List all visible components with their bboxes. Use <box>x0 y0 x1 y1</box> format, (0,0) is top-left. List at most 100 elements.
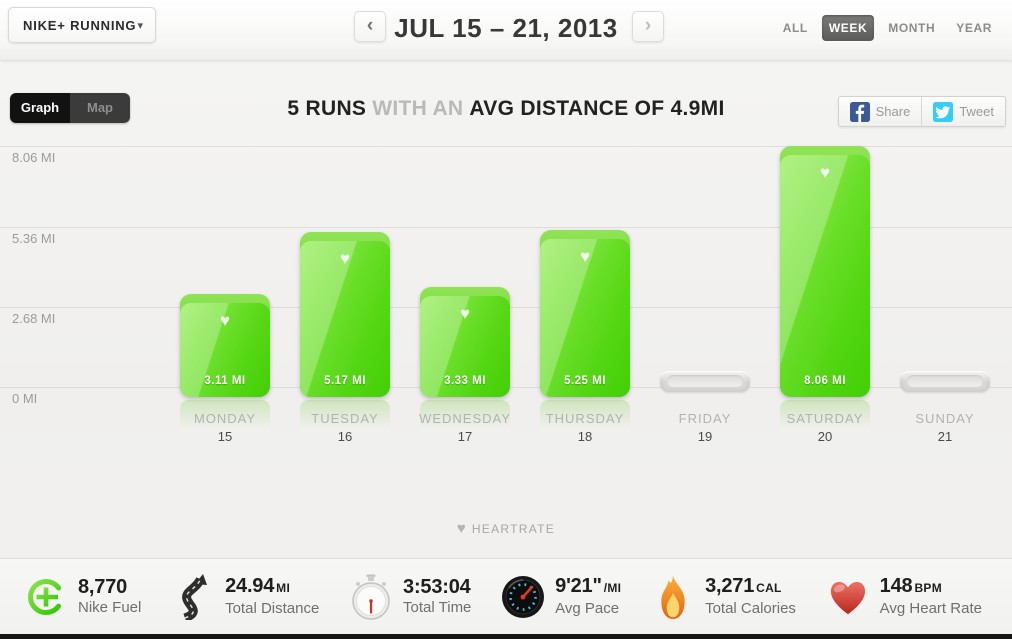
road-icon <box>171 573 215 620</box>
day-name: WEDNESDAY <box>419 411 511 426</box>
stat-nike-fuel: 8,770 Nike Fuel <box>24 574 141 620</box>
chart-legend: ♥ HEARTRATE <box>0 520 1012 538</box>
headline-avg-distance: AVG DISTANCE OF 4.9MI <box>469 97 725 120</box>
stat-avg-heart-rate: 148 BPM Avg Heart Rate <box>826 574 982 620</box>
range-tab-all[interactable]: ALL <box>782 21 808 35</box>
day-number: 17 <box>457 429 473 444</box>
bar-value-label: 5.17 MI <box>324 375 366 387</box>
stat-value-number: 3:53:04 <box>403 576 471 598</box>
view-tab-graph[interactable]: Graph <box>10 93 70 123</box>
stats-bar: 8,770 Nike Fuel 24.94 MI Total Distance 3:53:… <box>0 558 1012 634</box>
stat-text: 3:53:04 Total Time <box>403 576 472 617</box>
stat-unit: BPM <box>914 581 943 595</box>
heartrate-icon: ♥ <box>819 163 831 182</box>
bar-gloss <box>780 155 870 397</box>
heartrate-legend-icon: ♥ <box>456 520 466 538</box>
run-bar[interactable]: ♥ 8.06 MI <box>780 146 870 397</box>
day-column-saturday: ♥ 8.06 MI SATURDAY 20 <box>765 140 885 470</box>
day-number: 21 <box>937 429 953 444</box>
stat-label: Total Distance <box>225 600 320 617</box>
heart-icon <box>826 574 870 620</box>
stat-value-number: 8,770 <box>78 576 128 598</box>
stat-avg-pace: 9'21"/MI Avg Pace <box>501 574 621 620</box>
chevron-right-icon: › <box>644 15 652 36</box>
bar-reflection <box>420 400 510 432</box>
bar-value-label: 3.11 MI <box>204 375 246 387</box>
stat-label: Avg Heart Rate <box>879 600 982 617</box>
stat-text: 148 BPM Avg Heart Rate <box>879 576 982 618</box>
view-tab-map[interactable]: Map <box>70 93 130 123</box>
run-bar[interactable]: ♥ 5.17 MI <box>300 232 390 397</box>
app-selector-label: NIKE+ RUNNING <box>23 17 137 33</box>
stopwatch-icon <box>349 574 393 620</box>
bar-value-label: 3.33 MI <box>444 375 486 387</box>
day-label: MONDAY 15 <box>165 411 285 444</box>
bar-value-label: 5.25 MI <box>564 375 606 387</box>
stat-value-number: 148 <box>879 575 913 597</box>
facebook-icon <box>849 101 870 122</box>
heartrate-icon: ♥ <box>579 247 591 266</box>
stat-value: 9'21"/MI <box>555 576 621 599</box>
day-label: THURSDAY 18 <box>525 411 645 444</box>
no-run-marker <box>660 371 750 392</box>
y-axis-label: 2.68 MI <box>12 311 56 326</box>
heartrate-icon: ♥ <box>219 311 231 330</box>
run-bar[interactable]: ♥ 3.33 MI <box>420 287 510 397</box>
stat-text: 8,770 Nike Fuel <box>78 577 142 617</box>
bar-gloss <box>180 303 270 397</box>
y-axis-label: 8.06 MI <box>12 150 56 165</box>
bar-reflection <box>180 400 270 432</box>
day-number: 19 <box>697 429 713 444</box>
stat-value-number: 3,271 <box>705 575 755 597</box>
bar-gloss <box>300 241 390 397</box>
range-tabs: ALL WEEK MONTH YEAR <box>776 15 999 41</box>
prev-week-button[interactable]: ‹ <box>354 11 386 42</box>
date-range-title: JUL 15 – 21, 2013 <box>394 13 618 43</box>
day-column-thursday: ♥ 5.25 MI THURSDAY 18 <box>525 140 645 470</box>
day-name: THURSDAY <box>545 411 625 426</box>
footer-strip <box>0 634 1012 639</box>
stat-label: Nike Fuel <box>78 599 142 616</box>
chevron-left-icon: ‹ <box>366 15 374 36</box>
run-bar[interactable]: ♥ 3.11 MI <box>180 294 270 397</box>
range-tab-week[interactable]: WEEK <box>821 15 875 41</box>
range-tab-year[interactable]: YEAR <box>956 21 992 35</box>
day-column-tuesday: ♥ 5.17 MI TUESDAY 16 <box>285 140 405 470</box>
stat-text: 3,271 CAL Total Calories <box>705 576 796 618</box>
stat-label: Total Calories <box>705 600 796 617</box>
day-label: SUNDAY 21 <box>885 411 1005 444</box>
stat-label: Total Time <box>403 599 472 616</box>
stat-unit: /MI <box>603 581 622 595</box>
day-name: SATURDAY <box>786 411 864 426</box>
stat-value: 3,271 CAL <box>705 576 796 599</box>
twitter-icon <box>933 101 954 122</box>
stat-total-time: 3:53:04 Total Time <box>349 574 471 620</box>
day-column-sunday: SUNDAY 21 <box>885 140 1005 470</box>
stat-value: 8,770 <box>78 577 141 598</box>
bar-reflection <box>300 400 390 432</box>
day-column-monday: ♥ 3.11 MI MONDAY 15 <box>165 140 285 470</box>
bar-gloss <box>420 296 510 397</box>
heartrate-legend-label: HEARTRATE <box>471 521 556 536</box>
view-toggle: Graph Map <box>10 93 130 123</box>
flame-icon <box>651 574 695 620</box>
day-name: MONDAY <box>193 411 257 426</box>
range-tab-month[interactable]: MONTH <box>888 21 936 35</box>
stat-value-number: 9'21" <box>555 575 602 597</box>
stat-label: Avg Pace <box>555 600 620 617</box>
share-button-facebook[interactable]: Share <box>839 97 922 126</box>
stat-value-number: 24.94 <box>225 575 275 597</box>
day-label: TUESDAY 16 <box>285 411 405 444</box>
day-number: 16 <box>337 429 353 444</box>
day-column-wednesday: ♥ 3.33 MI WEDNESDAY 17 <box>405 140 525 470</box>
weekly-distance-chart: 8.06 MI 5.36 MI 2.68 MI 0 MI ♥ 3.11 MI MONDAY… <box>0 140 1012 538</box>
stat-value: 148 BPM <box>880 576 982 599</box>
headline-with-an: WITH AN <box>372 97 464 120</box>
next-week-button[interactable]: › <box>632 11 664 42</box>
stat-unit: MI <box>276 581 291 595</box>
y-axis-label: 5.36 MI <box>12 231 56 246</box>
run-bar[interactable]: ♥ 5.25 MI <box>540 230 630 397</box>
app-selector-dropdown[interactable]: NIKE+ RUNNING ▾ <box>8 7 156 43</box>
nikefuel-icon <box>24 574 68 620</box>
share-button-twitter[interactable]: Tweet <box>921 97 1005 126</box>
